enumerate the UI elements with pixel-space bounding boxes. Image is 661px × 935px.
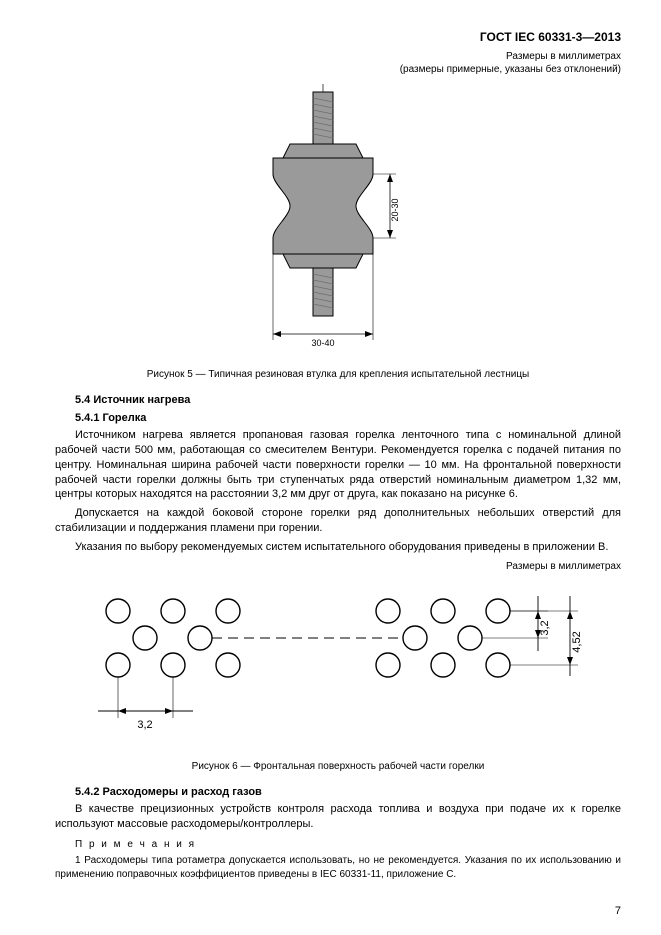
paragraph-3: Указания по выбору рекомендуемых систем …	[55, 540, 621, 555]
fig5-dim-width: 30-40	[311, 338, 334, 348]
page: ГОСТ IEC 60331-3—2013 Размеры в миллимет…	[0, 0, 661, 935]
figure-6-caption: Рисунок 6 — Фронтальная поверхность рабо…	[55, 761, 621, 772]
notes-heading: П р и м е ч а н и я	[75, 839, 621, 850]
paragraph-2: Допускается на каждой боковой стороне го…	[55, 506, 621, 536]
fig6-dim-v2: 4,52	[571, 631, 583, 652]
size-note-line1: Размеры в миллиметрах	[506, 51, 621, 62]
figure-5: 20-30 30-40	[55, 84, 621, 359]
document-id: ГОСТ IEC 60331-3—2013	[55, 30, 621, 44]
fig6-dim-v1: 3,2	[539, 620, 551, 635]
note-1: 1 Расходомеры типа ротаметра допускается…	[55, 854, 621, 881]
figure-5-caption: Рисунок 5 — Типичная резиновая втулка дл…	[55, 369, 621, 380]
size-note-line2: (размеры примерные, указаны без отклонен…	[400, 64, 621, 75]
size-note-top: Размеры в миллиметрах (размеры примерные…	[55, 50, 621, 76]
figure-6-svg: 3,2 3,2 4,52	[78, 576, 598, 746]
paragraph-4: В качестве прецизионных устройств контро…	[55, 802, 621, 832]
page-number: 7	[615, 905, 621, 917]
heading-5-4-1: 5.4.1 Горелка	[75, 412, 621, 424]
fig6-dim-h: 3,2	[137, 719, 152, 731]
fig5-dim-height: 20-30	[390, 198, 400, 221]
heading-5-4: 5.4 Источник нагрева	[75, 394, 621, 406]
heading-5-4-2: 5.4.2 Расходомеры и расход газов	[75, 786, 621, 798]
size-note-fig6: Размеры в миллиметрах	[55, 561, 621, 572]
figure-6: 3,2 3,2 4,52	[55, 576, 621, 751]
figure-5-svg: 20-30 30-40	[228, 84, 448, 354]
paragraph-1: Источником нагрева является пропановая г…	[55, 428, 621, 502]
